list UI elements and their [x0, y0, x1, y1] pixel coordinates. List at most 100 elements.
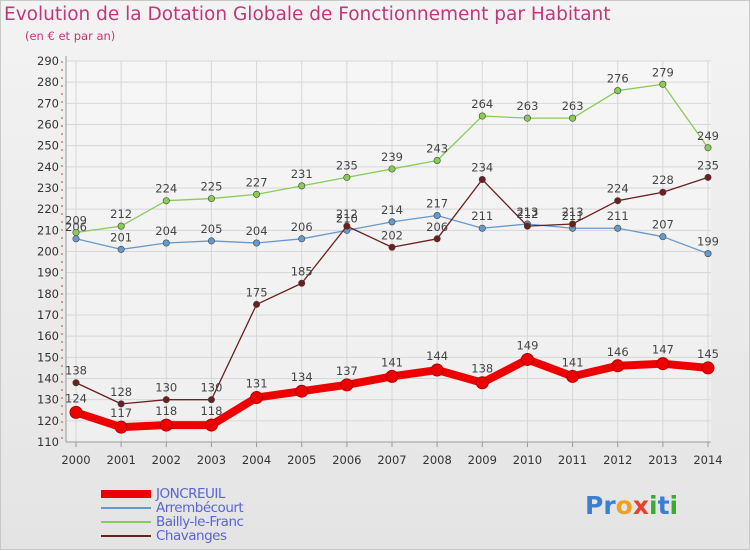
- data-label-bailly-le-franc: 263: [562, 99, 584, 113]
- data-label-arrembecourt: 211: [562, 209, 584, 223]
- data-point-bailly-le-franc: [388, 165, 396, 173]
- legend-swatch: [101, 535, 151, 537]
- data-point-arrembecourt: [162, 239, 170, 247]
- data-point-chavanges: [207, 396, 215, 404]
- data-label-arrembecourt: 213: [516, 205, 538, 219]
- y-tick-label: 260: [37, 118, 59, 132]
- data-label-arrembecourt: 211: [471, 209, 493, 223]
- data-point-arrembecourt: [614, 224, 622, 232]
- data-point-joncreuil: [69, 405, 83, 419]
- data-label-chavanges: 202: [381, 228, 403, 242]
- data-point-chavanges: [478, 176, 486, 184]
- data-label-joncreuil: 131: [246, 377, 268, 391]
- y-tick-label: 220: [37, 202, 59, 216]
- data-point-joncreuil: [566, 369, 580, 383]
- y-tick-label: 140: [37, 372, 59, 386]
- data-point-chavanges: [343, 222, 351, 230]
- chart-title: Evolution de la Dotation Globale de Fonc…: [4, 4, 611, 25]
- legend-swatch: [101, 490, 151, 498]
- y-tick-label: 130: [37, 393, 59, 407]
- data-label-joncreuil: 141: [562, 355, 584, 369]
- data-label-chavanges: 228: [652, 173, 674, 187]
- x-tick-label: 2012: [603, 453, 632, 467]
- y-tick-label: 120: [37, 414, 59, 428]
- data-point-chavanges: [614, 197, 622, 205]
- data-point-bailly-le-franc: [523, 114, 531, 122]
- data-label-joncreuil: 134: [291, 370, 313, 384]
- data-point-joncreuil: [430, 363, 444, 377]
- data-point-arrembecourt: [207, 237, 215, 245]
- data-point-chavanges: [72, 379, 80, 387]
- x-tick-label: 2006: [332, 453, 361, 467]
- data-point-chavanges: [704, 173, 712, 181]
- data-label-joncreuil: 149: [516, 338, 538, 352]
- data-label-bailly-le-franc: 209: [65, 213, 87, 227]
- data-label-bailly-le-franc: 249: [697, 129, 719, 143]
- data-label-chavanges: 206: [426, 220, 448, 234]
- data-point-bailly-le-franc: [162, 197, 170, 205]
- y-tick-label: 230: [37, 181, 59, 195]
- data-label-bailly-le-franc: 264: [471, 97, 493, 111]
- data-label-bailly-le-franc: 276: [607, 72, 629, 86]
- x-tick-label: 2005: [287, 453, 316, 467]
- data-label-arrembecourt: 211: [607, 209, 629, 223]
- y-tick-label: 170: [37, 308, 59, 322]
- y-tick-label: 280: [37, 75, 59, 89]
- data-label-arrembecourt: 210: [336, 211, 358, 225]
- logo-letter: i: [649, 491, 658, 520]
- logo-letter: x: [632, 491, 649, 520]
- x-tick-label: 2011: [558, 453, 587, 467]
- data-label-arrembecourt: 199: [697, 235, 719, 249]
- y-tick-label: 180: [37, 287, 59, 301]
- data-point-joncreuil: [250, 391, 264, 405]
- data-label-bailly-le-franc: 239: [381, 150, 403, 164]
- x-tick-label: 2000: [61, 453, 90, 467]
- y-tick-label: 150: [37, 350, 59, 364]
- data-label-chavanges: 212: [516, 207, 538, 221]
- x-tick-label: 2002: [152, 453, 181, 467]
- logo-letter: t: [657, 491, 670, 520]
- y-tick-label: 190: [37, 266, 59, 280]
- data-label-arrembecourt: 207: [652, 218, 674, 232]
- data-point-chavanges: [162, 396, 170, 404]
- data-point-chavanges: [433, 235, 441, 243]
- data-point-arrembecourt: [478, 224, 486, 232]
- data-point-chavanges: [253, 300, 261, 308]
- data-point-bailly-le-franc: [614, 87, 622, 95]
- data-point-joncreuil: [701, 361, 715, 375]
- data-label-chavanges: 130: [155, 381, 177, 395]
- x-tick-label: 2010: [513, 453, 542, 467]
- data-point-arrembecourt: [433, 212, 441, 220]
- data-label-joncreuil: 137: [336, 364, 358, 378]
- data-label-chavanges: 175: [246, 285, 268, 299]
- data-label-joncreuil: 145: [697, 347, 719, 361]
- x-tick-label: 2007: [377, 453, 406, 467]
- legend-label: Chavanges: [156, 528, 227, 544]
- data-point-arrembecourt: [72, 235, 80, 243]
- y-tick-label: 290: [37, 54, 59, 68]
- data-label-joncreuil: 124: [65, 391, 87, 405]
- data-point-chavanges: [659, 188, 667, 196]
- data-point-chavanges: [523, 222, 531, 230]
- x-tick-label: 2003: [197, 453, 226, 467]
- data-point-bailly-le-franc: [207, 195, 215, 203]
- legend-label: Arrembécourt: [156, 500, 244, 516]
- data-label-joncreuil: 138: [471, 362, 493, 376]
- x-tick-label: 2009: [468, 453, 497, 467]
- data-point-joncreuil: [385, 369, 399, 383]
- data-point-joncreuil: [611, 359, 625, 373]
- legend-label: JONCREUIL: [156, 486, 225, 502]
- data-point-bailly-le-franc: [569, 114, 577, 122]
- logo-letter: o: [615, 491, 633, 520]
- data-point-joncreuil: [114, 420, 128, 434]
- data-label-chavanges: 224: [607, 182, 629, 196]
- data-label-bailly-le-franc: 279: [652, 65, 674, 79]
- data-point-bailly-le-franc: [298, 182, 306, 190]
- proxiti-logo: Proxiti: [585, 491, 678, 520]
- data-label-joncreuil: 118: [155, 404, 177, 418]
- logo-letter: P: [585, 491, 604, 520]
- legend-swatch: [101, 507, 151, 509]
- data-point-arrembecourt: [704, 250, 712, 258]
